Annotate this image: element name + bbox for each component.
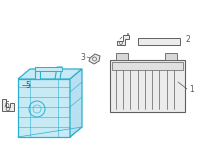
Text: 4: 4 bbox=[125, 32, 129, 41]
Polygon shape bbox=[89, 54, 100, 64]
Polygon shape bbox=[35, 67, 62, 71]
Polygon shape bbox=[35, 67, 40, 79]
Bar bbox=[112, 62, 183, 70]
Bar bbox=[116, 53, 128, 60]
Polygon shape bbox=[117, 35, 129, 45]
Polygon shape bbox=[18, 79, 70, 137]
Text: 2: 2 bbox=[186, 35, 190, 44]
Text: 5: 5 bbox=[26, 81, 30, 90]
Bar bbox=[138, 38, 180, 45]
Polygon shape bbox=[55, 67, 62, 79]
Polygon shape bbox=[18, 69, 82, 79]
Polygon shape bbox=[70, 69, 82, 137]
Text: 1: 1 bbox=[190, 85, 194, 93]
Bar bbox=[110, 60, 185, 112]
Bar bbox=[165, 53, 177, 60]
Text: 6: 6 bbox=[5, 101, 9, 110]
Text: 3: 3 bbox=[81, 52, 85, 61]
Polygon shape bbox=[2, 99, 14, 111]
